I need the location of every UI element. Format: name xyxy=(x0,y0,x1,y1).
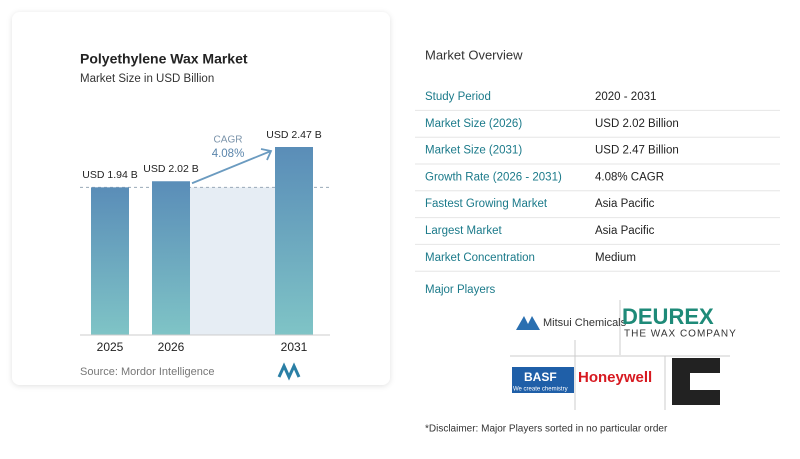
row-label: Study Period xyxy=(425,91,491,103)
honeywell-logo: Honeywell xyxy=(578,369,652,386)
logo xyxy=(277,362,301,381)
cagr-label: CAGR xyxy=(214,135,243,146)
bar xyxy=(152,181,190,335)
x-tick-label: 2026 xyxy=(158,340,185,354)
basf-logo: BASF xyxy=(524,370,557,384)
bar xyxy=(91,187,129,335)
chart-title: Polyethylene Wax Market xyxy=(80,51,248,67)
clariant-logo xyxy=(672,358,720,405)
bar xyxy=(275,147,313,335)
overview-table: Study Period 2020 - 2031 Market Size (2026… xyxy=(415,91,780,272)
player-logos: Mitsui Chemicals DEUREX THE WAX COMPANY … xyxy=(510,300,737,410)
chart-subtitle: Market Size in USD Billion xyxy=(80,73,214,85)
mitsui-icon xyxy=(516,316,540,330)
cagr-arrow xyxy=(191,148,273,185)
row-label: Market Size (2031) xyxy=(425,145,522,157)
cagr-band xyxy=(190,187,275,335)
row-value: 2020 - 2031 xyxy=(595,91,656,103)
source: Source: Mordor Intelligence xyxy=(80,366,215,378)
players-title: Major Players xyxy=(425,284,496,296)
row-label: Market Size (2026) xyxy=(425,118,522,130)
value-label: USD 2.02 B xyxy=(143,163,198,175)
row-label: Fastest Growing Market xyxy=(425,198,548,210)
row-value: Asia Pacific xyxy=(595,198,655,210)
value-label: USD 1.94 B xyxy=(82,169,137,181)
row-value: USD 2.02 Billion xyxy=(595,118,679,130)
row-label: Growth Rate (2026 - 2031) xyxy=(425,171,562,183)
x-tick-label: 2025 xyxy=(97,340,124,354)
deurex-tagline: THE WAX COMPANY xyxy=(624,329,737,340)
row-label: Largest Market xyxy=(425,225,503,237)
chart: USD 1.94 B 2025 USD 2.02 B 2026 USD 2.47 B 20… xyxy=(80,129,330,354)
row-value: 4.08% CAGR xyxy=(595,171,664,183)
value-label: USD 2.47 B xyxy=(266,129,321,141)
row-value: Medium xyxy=(595,252,636,264)
x-tick-label: 2031 xyxy=(281,340,308,354)
deurex-logo: DEUREX xyxy=(622,304,714,329)
cagr-value: 4.08% xyxy=(212,148,245,160)
row-value: USD 2.47 Billion xyxy=(595,145,679,157)
row-value: Asia Pacific xyxy=(595,225,655,237)
overview-title: Market Overview xyxy=(425,47,523,62)
basf-box xyxy=(512,367,574,393)
row-label: Market Concentration xyxy=(425,252,535,264)
mitsui-logo: Mitsui Chemicals xyxy=(543,317,627,329)
disclaimer: *Disclaimer: Major Players sorted in no … xyxy=(425,424,668,435)
basf-tagline: We create chemistry xyxy=(513,387,568,393)
